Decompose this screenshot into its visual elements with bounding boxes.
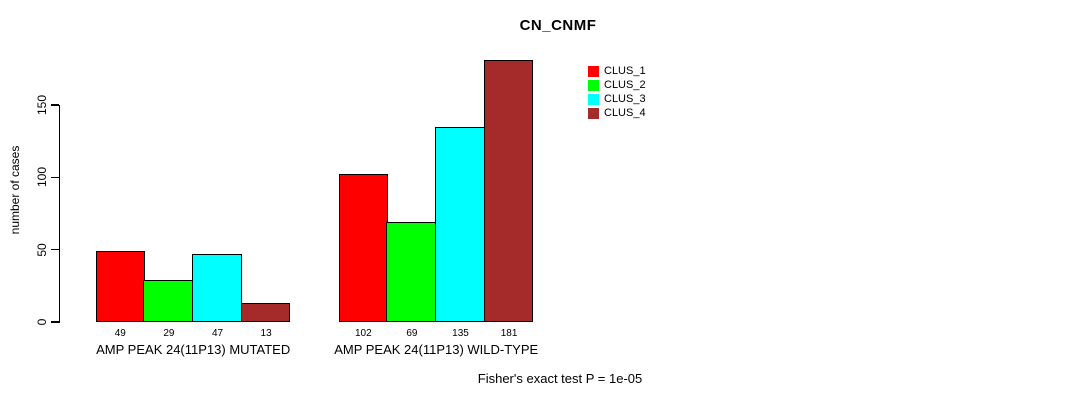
x-group-label: AMP PEAK 24(11P13) MUTATED [96, 342, 291, 357]
bar-value-label: 69 [406, 328, 418, 339]
bar-value-label: 29 [163, 328, 175, 339]
bar-clus_3-group1 [191, 254, 242, 322]
legend-label: CLUS_2 [604, 78, 646, 91]
y-tick-label: 150 [35, 94, 49, 116]
y-tick-label: 50 [35, 242, 49, 257]
bar-value-label: 181 [500, 328, 518, 339]
bar-clus_4-group1 [240, 303, 291, 322]
footnote-fishers-test: Fisher's exact test P = 1e-05 [477, 371, 643, 386]
y-tick-label: 0 [35, 318, 49, 326]
y-tick-mark [51, 176, 59, 179]
y-tick-mark [51, 104, 59, 106]
legend-label: CLUS_3 [604, 92, 646, 105]
y-tick-label: 100 [35, 167, 49, 188]
y-axis-label: number of cases [8, 145, 22, 235]
bar-value-label: 102 [354, 328, 372, 339]
bar-clus_3-group2 [434, 126, 485, 322]
legend-row: CLUS_1 [588, 64, 646, 78]
bar-clus_2-group1 [143, 280, 194, 322]
bar-clus_1-group2 [339, 174, 388, 322]
legend-row: CLUS_3 [588, 92, 646, 106]
y-axis-line [59, 104, 61, 323]
bar-value-label: 47 [211, 328, 224, 339]
bar-clus_4-group2 [483, 60, 534, 322]
y-tick-mark [51, 321, 59, 323]
legend-label: CLUS_4 [604, 106, 646, 119]
bar-clus_2-group2 [386, 222, 437, 322]
legend-swatch-clus_4 [588, 107, 599, 119]
legend-row: CLUS_4 [588, 106, 646, 120]
x-group-label: AMP PEAK 24(11P13) WILD-TYPE [334, 342, 539, 357]
legend-row: CLUS_2 [588, 78, 646, 92]
bar-value-label: 13 [260, 328, 272, 339]
legend: CLUS_1 CLUS_2 CLUS_3 CLUS_4 [588, 64, 646, 120]
bar-clus_1-group1 [96, 251, 145, 322]
chart-title: CN_CNMF [519, 17, 597, 34]
bar-value-label: 49 [114, 328, 126, 339]
legend-label: CLUS_1 [604, 64, 646, 77]
legend-swatch-clus_3 [588, 93, 599, 105]
bar-value-label: 135 [452, 328, 469, 339]
legend-swatch-clus_1 [588, 65, 599, 77]
legend-swatch-clus_2 [588, 79, 599, 91]
y-tick-mark [51, 248, 59, 251]
